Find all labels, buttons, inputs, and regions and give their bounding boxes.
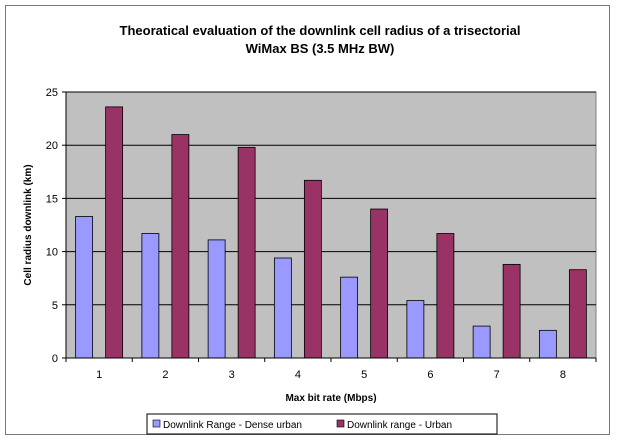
y-tick-label: 20 xyxy=(46,140,58,152)
x-tick-label: 3 xyxy=(229,369,235,381)
bar-dense-urban xyxy=(75,216,94,359)
legend-label: Downlink range - Urban xyxy=(347,420,452,431)
bar-urban xyxy=(303,179,322,359)
bar-dense-urban xyxy=(207,239,226,359)
legend-swatch xyxy=(336,419,345,428)
bar-urban xyxy=(105,106,124,359)
bar-dense-urban xyxy=(340,276,359,359)
bar-urban xyxy=(502,263,521,359)
bar-urban xyxy=(568,269,587,359)
x-tick-label: 4 xyxy=(295,369,301,381)
bar-urban xyxy=(237,146,256,359)
x-tick-label: 8 xyxy=(560,369,566,381)
y-tick-label: 5 xyxy=(52,300,58,312)
y-tick-label: 25 xyxy=(46,87,58,99)
legend-label: Downlink Range - Dense urban xyxy=(163,420,302,431)
y-tick-label: 15 xyxy=(46,193,58,205)
legend: Downlink Range - Dense urban Downlink ran… xyxy=(146,413,498,435)
legend-box xyxy=(146,413,498,435)
bar-dense-urban xyxy=(273,257,292,359)
x-tick-label: 5 xyxy=(361,369,367,381)
chart-title-line: Theoratical evaluation of the downlink c… xyxy=(120,23,521,38)
bar-urban xyxy=(436,233,455,359)
bars xyxy=(75,106,587,359)
bar-urban xyxy=(370,208,389,359)
x-tick-label: 6 xyxy=(427,369,433,381)
y-tick-label: 10 xyxy=(46,247,58,259)
bar-dense-urban xyxy=(141,233,160,359)
x-tick-label: 2 xyxy=(162,369,168,381)
bar-dense-urban xyxy=(472,325,491,359)
bar-dense-urban xyxy=(538,329,557,359)
axes xyxy=(62,91,597,362)
x-tick-label: 7 xyxy=(494,369,500,381)
x-tick-label: 1 xyxy=(96,369,102,381)
bar-urban xyxy=(171,134,190,359)
y-tick-label: 0 xyxy=(52,353,58,365)
x-tick-labels: 1 2 3 4 5 6 7 8 xyxy=(96,369,566,381)
chart-title: Theoratical evaluation of the downlink c… xyxy=(120,23,521,56)
bar-dense-urban xyxy=(406,300,425,359)
chart-title-line: WiMax BS (3.5 MHz BW) xyxy=(246,41,395,56)
y-tick-labels: 0 5 10 15 20 25 xyxy=(46,87,58,365)
legend-swatch xyxy=(152,419,161,428)
x-axis-label: Max bit rate (Mbps) xyxy=(285,393,376,404)
y-axis-label: Cell radius downlink (km) xyxy=(23,164,34,285)
